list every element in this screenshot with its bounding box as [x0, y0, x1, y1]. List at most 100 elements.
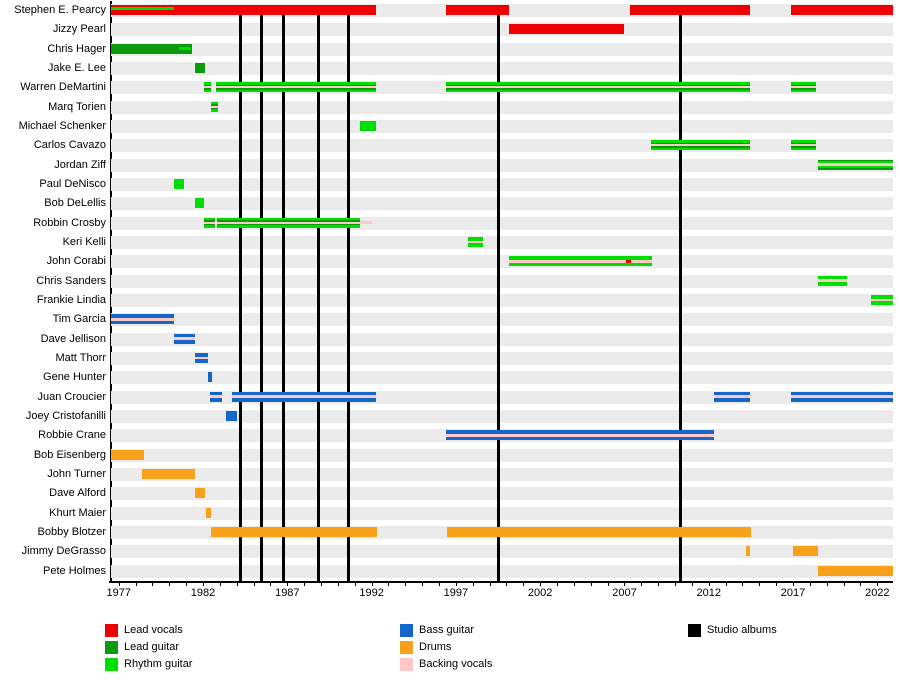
bar-stripe [174, 337, 195, 340]
row-band [111, 42, 893, 56]
bar-stripe [209, 397, 223, 402]
timeline-bar [791, 82, 816, 93]
axis-tick-label: 2002 [527, 587, 553, 599]
bar-stripe [216, 217, 360, 221]
axis-tick-label: 2017 [780, 587, 806, 599]
timeline-bar [793, 546, 819, 557]
timeline-bar [211, 101, 219, 112]
timeline-bar [174, 333, 195, 344]
axis-tick [742, 582, 744, 586]
studio-album-line [317, 11, 320, 581]
bar-stripe [111, 318, 175, 321]
row-label-jordan-ziff: Jordan Ziff [54, 158, 106, 171]
axis-tick [725, 582, 727, 586]
axis-tick [860, 582, 862, 586]
row-label-khurt-maier: Khurt Maier [49, 506, 106, 519]
bar-stripe [791, 82, 816, 86]
bar-stripe [467, 243, 483, 247]
bar-stripe [194, 356, 209, 360]
axis-tick [388, 582, 390, 586]
bar-stripe [231, 397, 376, 402]
timeline-bar [651, 140, 751, 151]
row-label-juan-croucier: Juan Croucier [37, 390, 106, 403]
bar-stripe [445, 85, 751, 87]
y-axis-line [110, 1, 112, 582]
axis-tick [691, 582, 693, 586]
row-label-robbie-crane: Robbie Crane [38, 429, 106, 442]
timeline-bar [194, 353, 209, 363]
row-band [111, 100, 893, 114]
row-band [111, 410, 893, 423]
bar-stripe [791, 86, 816, 89]
row-band [111, 197, 893, 211]
row-label-jake-e-lee: Jake E. Lee [47, 62, 106, 74]
axis-tick [658, 582, 660, 586]
timeline-bar [629, 5, 751, 15]
timeline-bar [174, 179, 185, 189]
bar-stripe [445, 88, 751, 90]
row-label-tim-garcia: Tim Garcia [52, 313, 106, 326]
axis-tick-label: 1992 [359, 587, 384, 599]
bar-stripe [818, 161, 893, 164]
bar-stripe [791, 143, 816, 145]
row-band [111, 332, 893, 346]
row-label-dave-alford: Dave Alford [49, 487, 106, 500]
bar-stripe [215, 82, 376, 86]
bar-stripe [445, 434, 714, 437]
row-label-jizzy-pearl: Jizzy Pearl [52, 23, 106, 36]
row-band [111, 545, 893, 559]
bar-stripe [818, 163, 893, 166]
row-label-pete-holmes: Pete Holmes [43, 564, 106, 577]
axis-tick [793, 582, 795, 586]
bar-stripe [203, 88, 211, 90]
timeline-bar [111, 43, 193, 54]
bar-stripe [791, 89, 816, 93]
bar-stripe [111, 449, 145, 460]
timeline-bar [225, 411, 237, 421]
row-label-warren-demartini: Warren DeMartini [20, 81, 106, 94]
timeline-bar [142, 469, 195, 479]
timeline-bar [208, 372, 213, 383]
timeline-bar [508, 256, 653, 267]
bar-stripe [818, 279, 847, 283]
axis-tick [321, 582, 323, 586]
bar-stripe [211, 107, 219, 109]
bar-stripe [203, 85, 211, 87]
timeline-bar [745, 546, 751, 557]
row-band [111, 120, 893, 133]
axis-tick [540, 582, 542, 586]
bar-stripe [111, 314, 175, 319]
bar-stripe [651, 143, 751, 145]
row-band [111, 371, 893, 385]
bar-stripe [745, 546, 751, 557]
bar-stripe [467, 240, 483, 244]
row-label-bob-delellis: Bob DeLellis [44, 197, 106, 210]
axis-tick-label: 1977 [106, 587, 131, 599]
timeline-bar [211, 527, 377, 537]
axis-tick [489, 582, 491, 586]
row-label-bobby-blotzer: Bobby Blotzer [37, 526, 106, 538]
axis-tick [675, 582, 677, 586]
timeline-bar [194, 488, 205, 499]
bar-stripe [215, 86, 376, 89]
row-label-matt-thorr: Matt Thorr [55, 352, 106, 364]
row-label-michael-schenker: Michael Schenker [18, 120, 106, 132]
bar-stripe [818, 282, 847, 286]
role-overlay-line [111, 7, 175, 11]
bar-stripe [791, 144, 816, 147]
timeline-bar [713, 391, 751, 402]
role-overlay-line [359, 221, 372, 224]
bar-stripe [445, 5, 509, 15]
bar-stripe [791, 5, 893, 15]
timeline-bar [111, 5, 376, 15]
axis-tick [287, 582, 289, 586]
timeline-bar [445, 5, 509, 15]
timeline-bar [194, 63, 205, 73]
bar-stripe [209, 395, 223, 398]
row-label-bob-eisenberg: Bob Eisenberg [33, 448, 106, 461]
bar-stripe [142, 469, 195, 479]
axis-tick [169, 582, 171, 586]
row-band [111, 564, 893, 578]
bar-stripe [205, 507, 212, 518]
bar-stripe [203, 217, 215, 221]
